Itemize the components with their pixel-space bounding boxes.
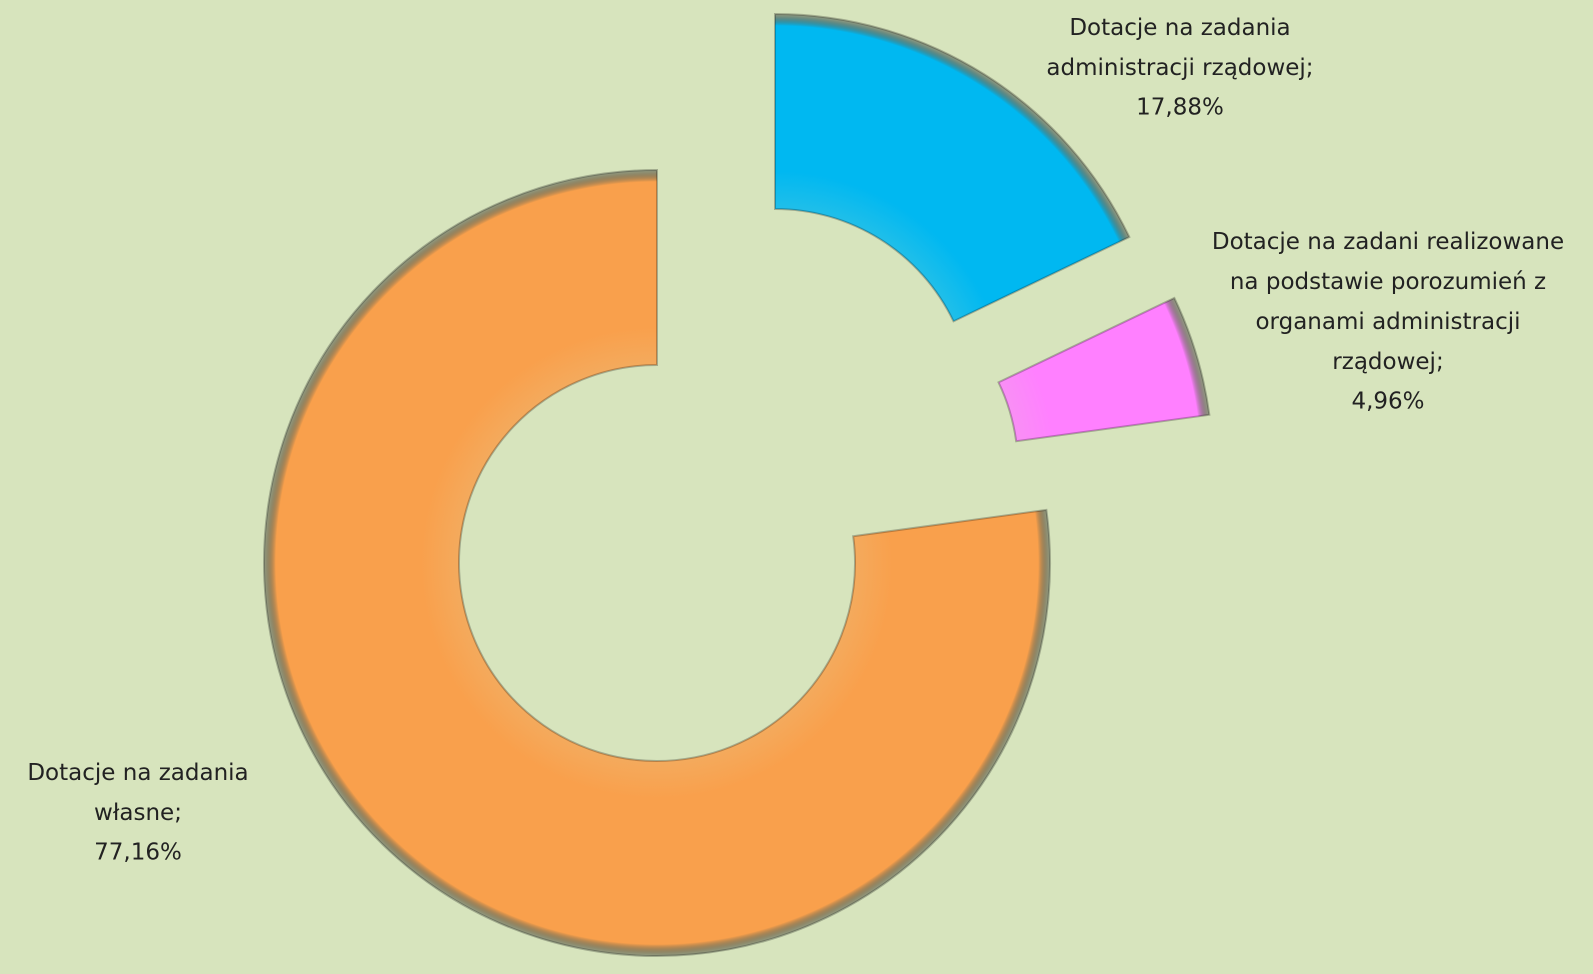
value-label: 4,96% xyxy=(1351,389,1424,415)
value-label: 77,16% xyxy=(94,840,182,866)
slice xyxy=(774,12,1131,323)
slice xyxy=(263,168,1051,957)
slice xyxy=(997,296,1211,443)
label-line: Dotacje na zadani realizowane xyxy=(1212,229,1564,255)
label-line: na podstawie porozumień z xyxy=(1230,269,1546,295)
category-label: Dotacje na zadani realizowane na podstawi… xyxy=(1212,229,1564,375)
value-label: 17,88% xyxy=(1136,95,1224,121)
label-line: rządowej; xyxy=(1332,349,1443,375)
category-label: Dotacje na zadania administracji rządowej… xyxy=(1046,15,1313,81)
label-line: organami administracji xyxy=(1255,309,1520,335)
category-label: Dotacje na zadania własne; xyxy=(27,760,248,826)
label-line: Dotacje na zadania xyxy=(27,760,248,786)
label-line: Dotacje na zadania xyxy=(1069,15,1290,41)
label-line: własne; xyxy=(94,800,182,826)
label-line: administracji rządowej; xyxy=(1046,55,1313,81)
